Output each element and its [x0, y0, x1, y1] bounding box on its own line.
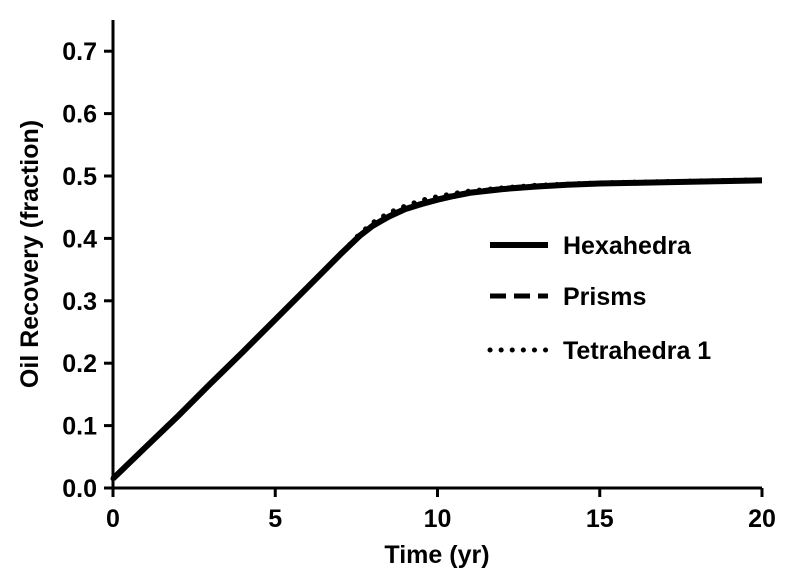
- series-line-hexahedra: [110, 177, 763, 481]
- x-tick-label: 15: [586, 505, 614, 533]
- y-axis-title: Oil Recovery (fraction): [16, 120, 44, 388]
- y-tick-label: 0.2: [62, 350, 97, 378]
- x-axis-title: Time (yr): [384, 541, 489, 569]
- legend-label: Prisms: [563, 283, 646, 311]
- y-tick-label: 0.1: [62, 413, 97, 441]
- series-line-prisms: [111, 177, 763, 481]
- series-line-tetrahedra-1: [110, 177, 765, 482]
- y-tick-label: 0.7: [62, 38, 97, 66]
- legend-label: Tetrahedra 1: [563, 337, 711, 365]
- series-lines: [110, 177, 765, 482]
- legend: Hexahedra Prisms Tetrahedra 1: [487, 232, 711, 365]
- legend-label: Hexahedra: [563, 232, 692, 260]
- y-tick-label: 0.3: [62, 288, 97, 316]
- y-tick-label: 0.5: [62, 163, 97, 191]
- y-tick-label: 0.0: [62, 475, 97, 503]
- x-tick-label: 20: [748, 505, 776, 533]
- x-tick-label: 5: [268, 505, 282, 533]
- y-tick-label: 0.4: [62, 225, 97, 253]
- x-tick-label: 0: [106, 505, 120, 533]
- ticks: [104, 49, 764, 497]
- y-tick-label: 0.6: [62, 101, 97, 129]
- tick-labels: 0.0 0.1 0.2 0.3 0.4 0.5 0.6 0.7 0 5 10 15 20: [62, 38, 776, 533]
- x-tick-label: 10: [424, 505, 452, 533]
